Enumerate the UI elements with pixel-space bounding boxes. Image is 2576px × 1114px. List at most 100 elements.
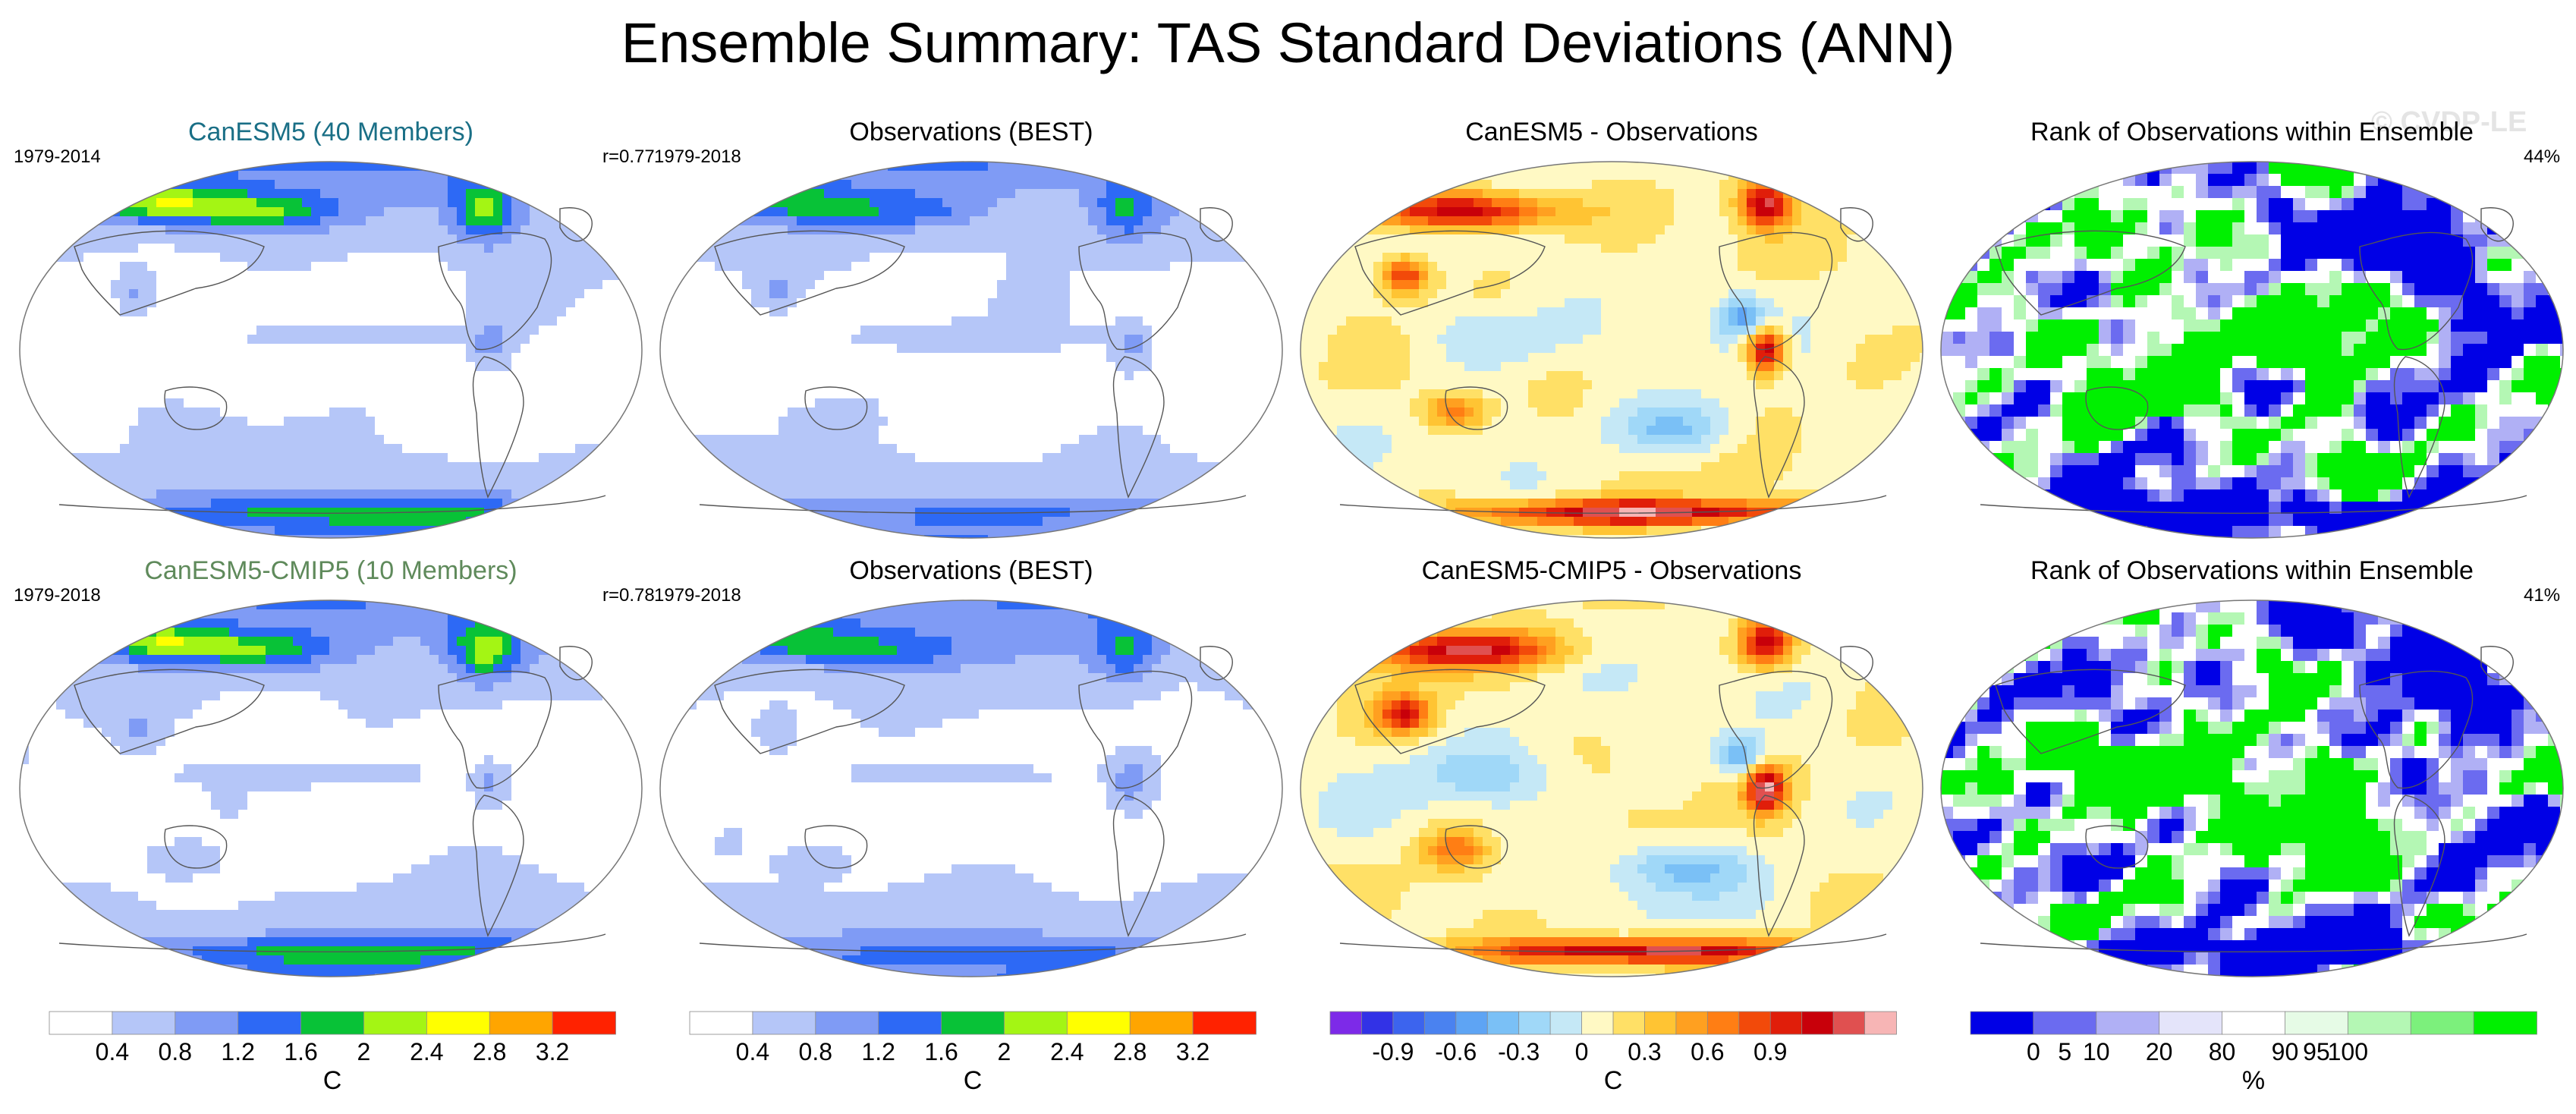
grid-cell bbox=[311, 189, 321, 199]
grid-cell bbox=[687, 289, 697, 299]
grid-cell bbox=[502, 389, 512, 399]
grid-cell bbox=[1279, 271, 1282, 281]
grid-cell bbox=[120, 362, 130, 372]
grid-cell bbox=[833, 426, 843, 436]
grid-cell bbox=[184, 271, 193, 281]
grid-cell bbox=[593, 435, 603, 445]
grid-cell bbox=[1170, 362, 1180, 372]
grid-cell bbox=[788, 426, 797, 436]
grid-cell bbox=[93, 517, 102, 527]
grid-cell bbox=[1243, 198, 1253, 208]
grid-cell bbox=[184, 471, 193, 481]
grid-cell bbox=[65, 171, 75, 181]
grid-cell bbox=[247, 216, 257, 226]
grid-cell bbox=[20, 526, 30, 536]
grid-cell bbox=[988, 353, 998, 363]
grid-cell bbox=[706, 435, 716, 445]
grid-cell bbox=[275, 326, 285, 335]
grid-cell bbox=[93, 435, 102, 445]
grid-cell bbox=[842, 326, 852, 335]
grid-cell bbox=[247, 207, 257, 217]
grid-cell bbox=[302, 526, 312, 536]
grid-cell bbox=[1188, 344, 1198, 354]
grid-cell bbox=[1216, 389, 1225, 399]
grid-cell bbox=[65, 298, 75, 308]
grid-cell bbox=[751, 234, 761, 244]
grid-cell bbox=[156, 207, 166, 217]
grid-cell bbox=[83, 244, 93, 253]
grid-cell bbox=[511, 271, 521, 281]
grid-cell bbox=[715, 335, 725, 345]
grid-cell bbox=[175, 435, 184, 445]
grid-cell bbox=[769, 316, 779, 326]
grid-cell bbox=[639, 180, 642, 190]
grid-cell bbox=[320, 408, 330, 417]
grid-cell bbox=[147, 362, 157, 372]
grid-cell bbox=[457, 353, 467, 363]
grid-cell bbox=[238, 480, 248, 490]
grid-cell bbox=[1216, 380, 1225, 390]
grid-cell bbox=[493, 380, 503, 390]
grid-cell bbox=[530, 180, 539, 190]
grid-cell bbox=[147, 280, 157, 290]
grid-cell bbox=[384, 171, 394, 181]
grid-cell bbox=[357, 162, 366, 172]
grid-cell bbox=[888, 362, 898, 372]
grid-cell bbox=[860, 234, 870, 244]
grid-cell bbox=[429, 517, 439, 527]
grid-cell bbox=[678, 189, 688, 199]
grid-cell bbox=[120, 316, 130, 326]
grid-cell bbox=[338, 417, 348, 426]
grid-cell bbox=[669, 380, 679, 390]
grid-cell bbox=[184, 198, 193, 208]
grid-cell bbox=[724, 398, 734, 408]
grid-cell bbox=[851, 298, 861, 308]
grid-cell bbox=[211, 462, 221, 472]
grid-cell bbox=[566, 526, 576, 536]
grid-cell bbox=[1134, 426, 1143, 436]
grid-cell bbox=[1124, 307, 1134, 317]
grid-cell bbox=[557, 335, 567, 345]
grid-cell bbox=[311, 398, 321, 408]
grid-cell bbox=[293, 280, 303, 290]
grid-cell bbox=[83, 489, 93, 499]
grid-cell bbox=[961, 307, 970, 317]
grid-cell bbox=[860, 262, 870, 272]
grid-cell bbox=[293, 335, 303, 345]
grid-cell bbox=[348, 362, 357, 372]
grid-cell bbox=[484, 526, 494, 536]
grid-cell bbox=[74, 353, 84, 363]
grid-cell bbox=[1134, 198, 1143, 208]
grid-cell bbox=[612, 480, 621, 490]
grid-cell bbox=[475, 444, 485, 454]
grid-cell bbox=[906, 353, 916, 363]
grid-cell bbox=[220, 244, 230, 253]
grid-cell bbox=[970, 307, 980, 317]
grid-cell bbox=[420, 335, 430, 345]
grid-cell bbox=[951, 225, 961, 235]
grid-cell bbox=[584, 517, 594, 527]
grid-cell bbox=[393, 253, 403, 263]
grid-cell bbox=[630, 535, 640, 538]
grid-cell bbox=[806, 398, 816, 408]
grid-cell bbox=[429, 180, 439, 190]
grid-cell bbox=[156, 435, 166, 445]
grid-cell bbox=[933, 162, 943, 172]
grid-cell bbox=[778, 371, 788, 381]
grid-cell bbox=[484, 408, 494, 417]
grid-cell bbox=[961, 362, 970, 372]
grid-cell bbox=[1143, 198, 1153, 208]
grid-cell bbox=[1043, 371, 1052, 381]
grid-cell bbox=[833, 162, 843, 172]
grid-cell bbox=[83, 371, 93, 381]
grid-cell bbox=[1097, 408, 1107, 417]
grid-cell bbox=[165, 207, 175, 217]
grid-cell bbox=[220, 389, 230, 399]
grid-cell bbox=[56, 362, 66, 372]
grid-cell bbox=[521, 480, 530, 490]
grid-cell bbox=[566, 444, 576, 454]
grid-cell bbox=[933, 426, 943, 436]
grid-cell bbox=[511, 453, 521, 463]
grid-cell bbox=[366, 262, 376, 272]
grid-cell bbox=[74, 171, 84, 181]
